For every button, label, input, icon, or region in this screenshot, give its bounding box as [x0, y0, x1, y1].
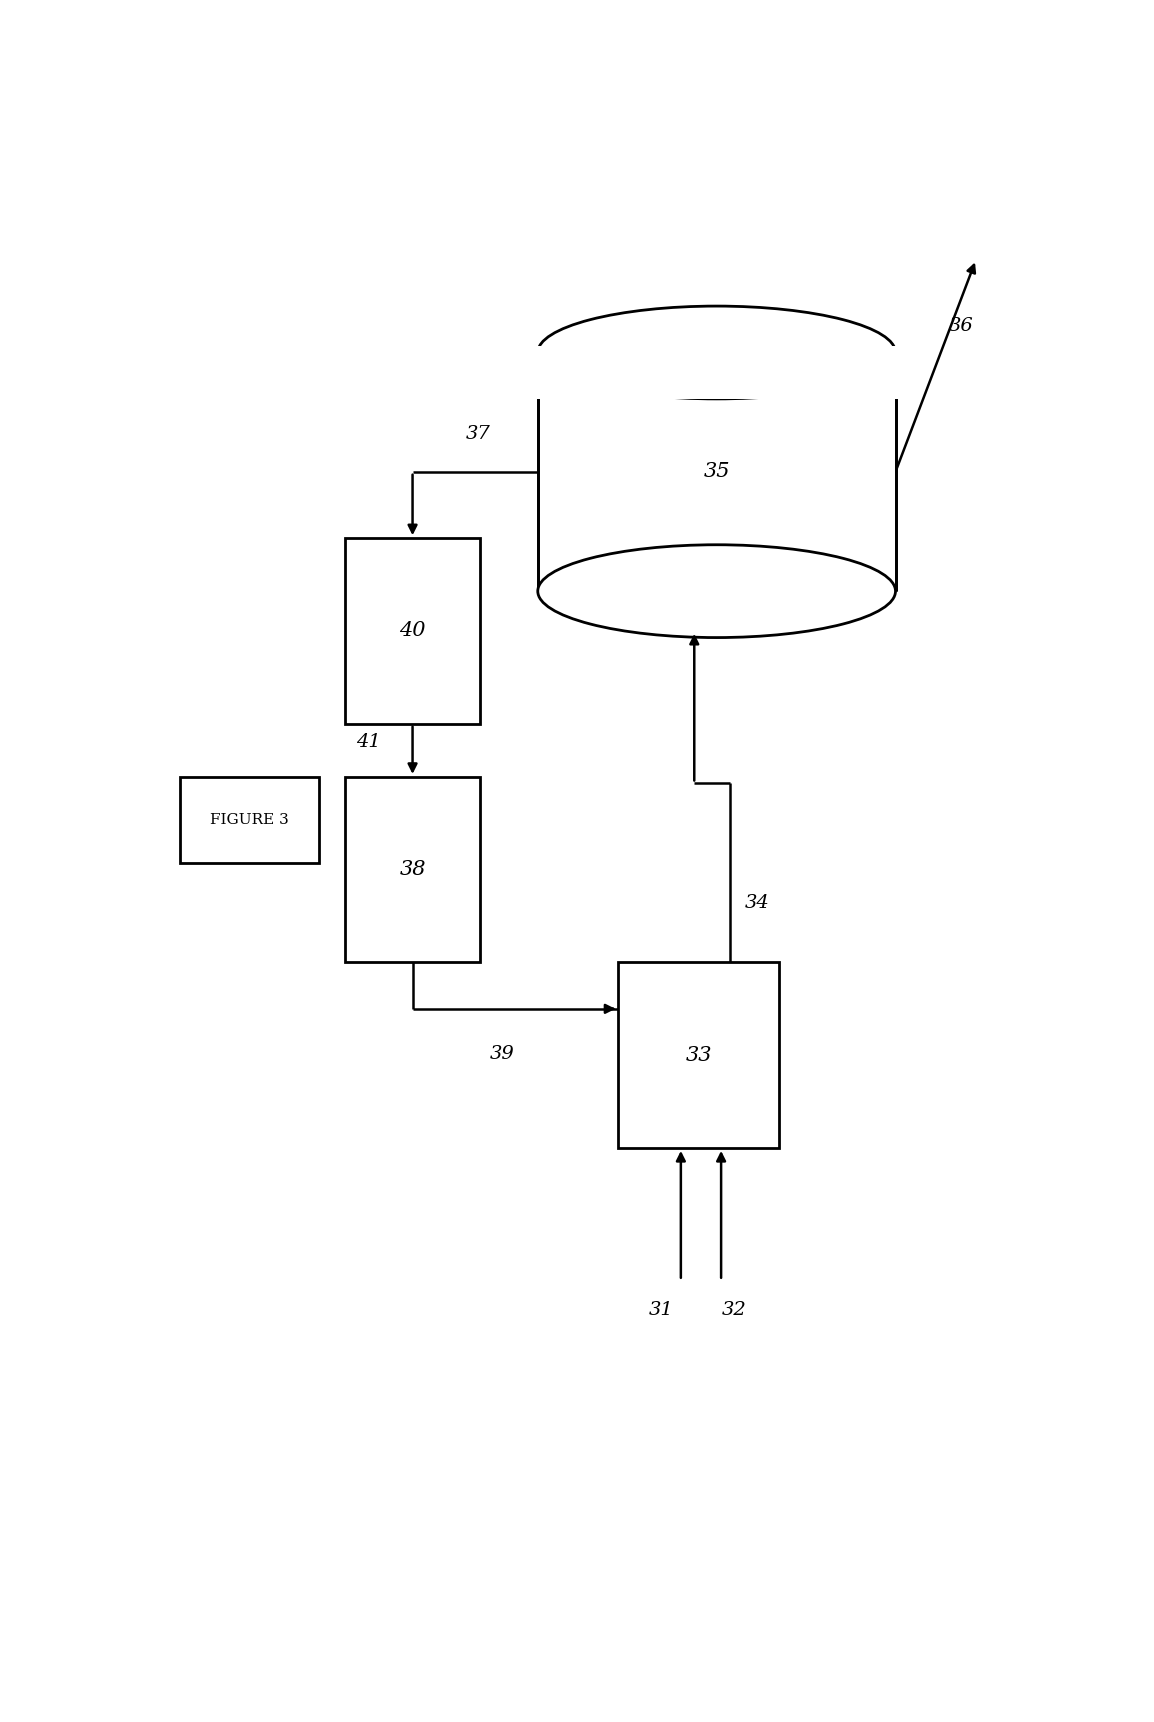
Bar [619, 963, 779, 1149]
Text: 41: 41 [357, 734, 381, 751]
Text: FIGURE 3: FIGURE 3 [210, 813, 288, 827]
Text: 32: 32 [722, 1300, 747, 1319]
Text: 35: 35 [704, 461, 729, 482]
Text: 33: 33 [685, 1045, 712, 1064]
Text: 31: 31 [649, 1300, 674, 1319]
Bar [345, 537, 480, 723]
Text: 37: 37 [466, 425, 490, 443]
Text: 40: 40 [399, 622, 426, 641]
Bar [533, 346, 900, 400]
Text: 38: 38 [399, 859, 426, 880]
Text: 36: 36 [950, 317, 974, 336]
Text: 39: 39 [489, 1045, 515, 1062]
Text: 34: 34 [745, 894, 770, 911]
Ellipse shape [538, 307, 896, 400]
Ellipse shape [538, 544, 896, 637]
Bar [345, 777, 480, 963]
Bar [180, 777, 319, 863]
